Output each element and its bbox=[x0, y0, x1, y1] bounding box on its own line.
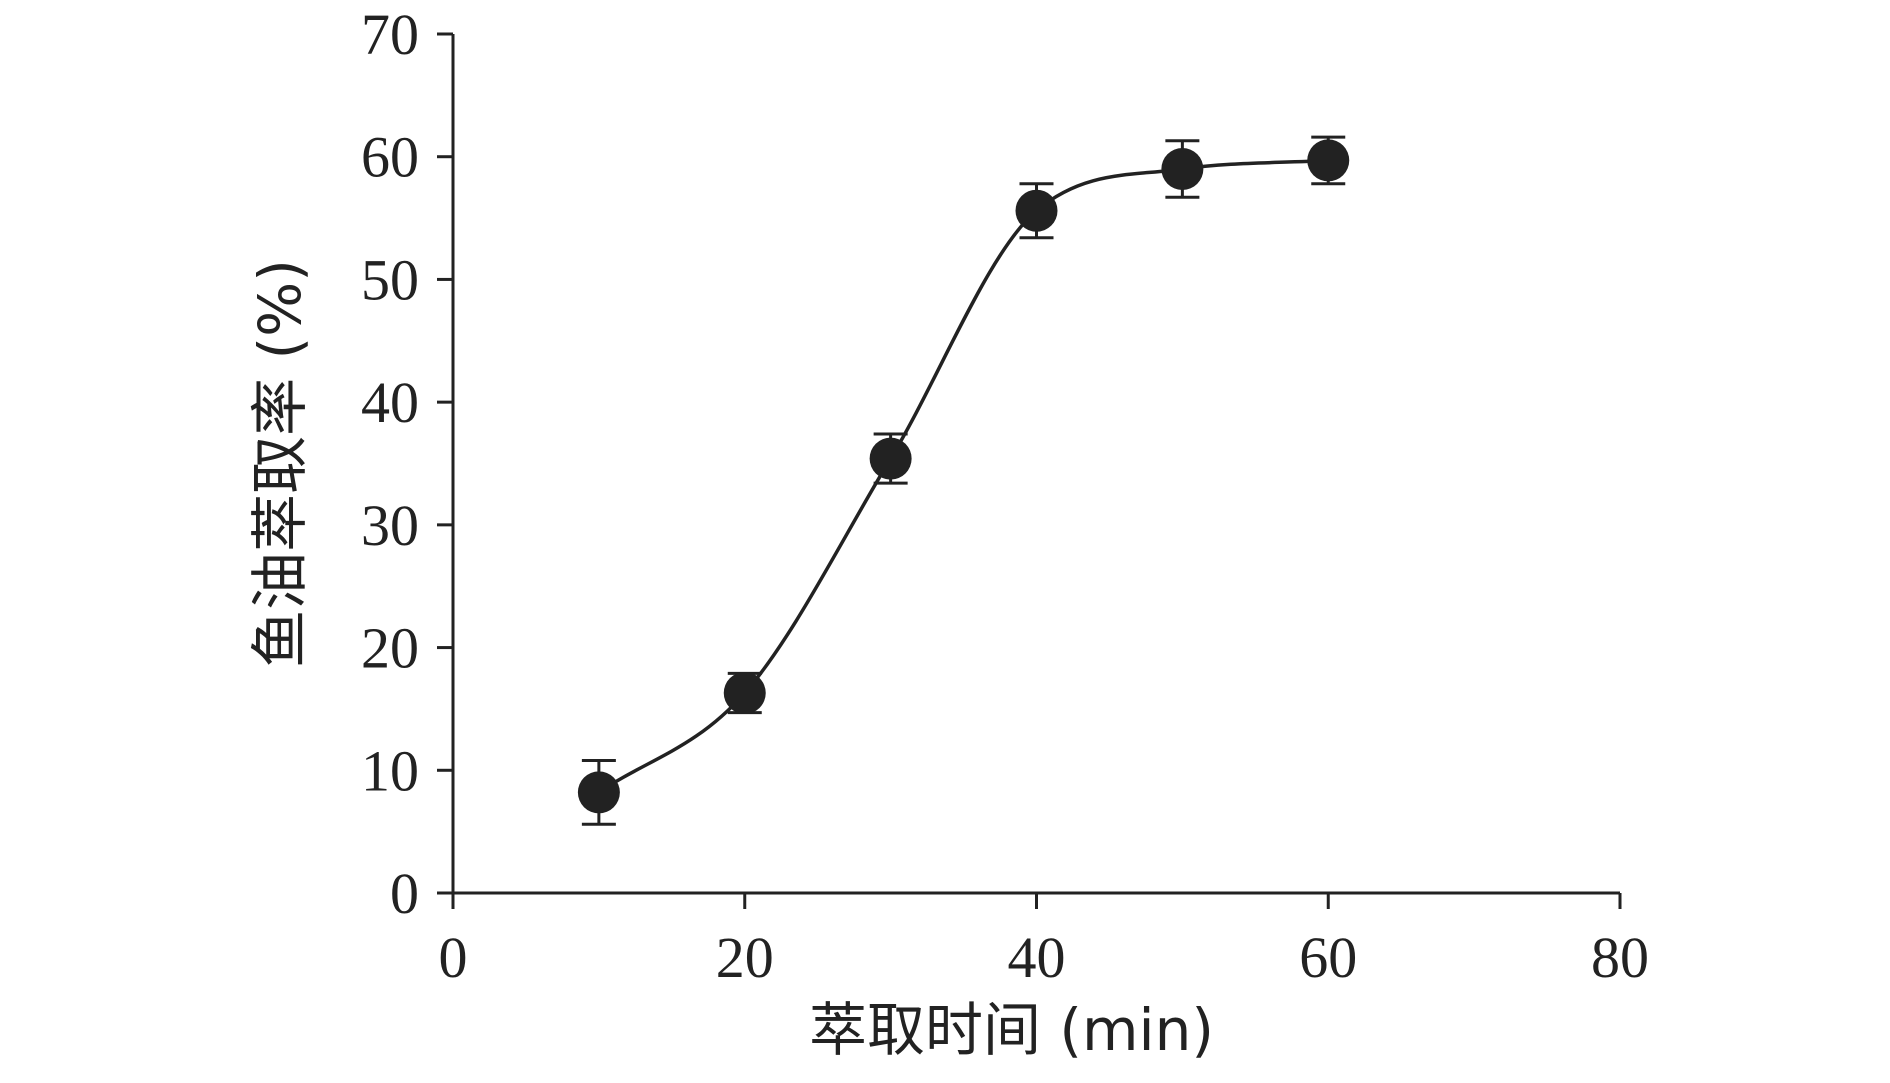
y-tick-label: 0 bbox=[390, 861, 419, 926]
x-tick-label: 40 bbox=[1008, 925, 1066, 990]
fit-curve bbox=[597, 158, 1329, 794]
x-tick-label: 0 bbox=[439, 925, 468, 990]
axes bbox=[451, 34, 1620, 895]
data-point bbox=[1015, 189, 1058, 232]
data-point bbox=[723, 671, 766, 714]
y-tick-label: 60 bbox=[361, 125, 419, 190]
x-axis-label: 萃取时间 (min) bbox=[809, 996, 1214, 1064]
y-tick-label: 20 bbox=[361, 616, 419, 681]
y-tick-label: 30 bbox=[361, 493, 419, 558]
y-tick-label: 70 bbox=[361, 2, 419, 67]
data-point bbox=[869, 437, 912, 480]
y-axis-label: 鱼油萃取率 (%) bbox=[246, 259, 314, 668]
data-point bbox=[1161, 147, 1204, 190]
x-tick-label: 60 bbox=[1299, 925, 1357, 990]
fit-curve-group bbox=[597, 158, 1329, 794]
ticks: 0 20 40 60 80 0 10 20 30 40 50 60 70 bbox=[361, 2, 1649, 990]
y-tick-label: 10 bbox=[361, 738, 419, 803]
data-points bbox=[577, 135, 1350, 826]
x-tick-label: 20 bbox=[716, 925, 774, 990]
data-point bbox=[1307, 139, 1350, 182]
y-tick-label: 40 bbox=[361, 370, 419, 435]
y-tick-label: 50 bbox=[361, 247, 419, 312]
data-point bbox=[577, 771, 620, 814]
x-tick-label: 80 bbox=[1591, 925, 1649, 990]
